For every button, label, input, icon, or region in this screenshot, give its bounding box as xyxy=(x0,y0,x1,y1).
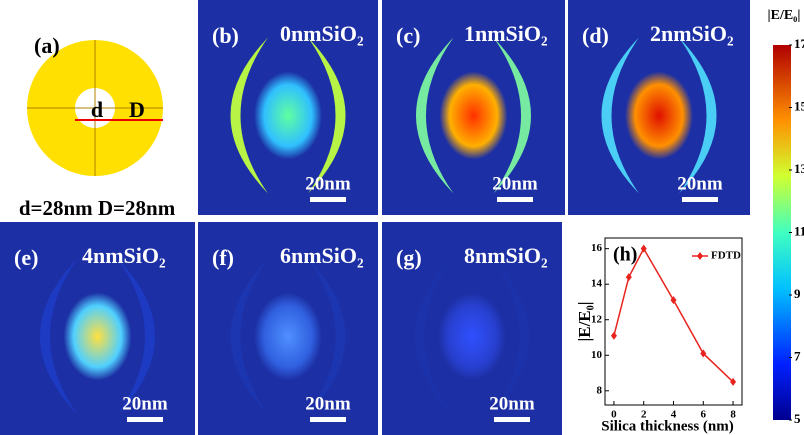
hotspot xyxy=(254,293,322,381)
hotspot xyxy=(254,72,322,160)
panel-title: 2nmSiO₂ xyxy=(650,21,734,46)
hotspot xyxy=(64,293,132,381)
scale-label: 20nm xyxy=(122,393,168,414)
field-map: (f) 6nmSiO₂ 20nm xyxy=(198,222,378,435)
colorbar-tick-label: 11 xyxy=(794,223,804,238)
scale-bar xyxy=(682,197,718,202)
D-label: D xyxy=(129,97,145,122)
colorbar-tick-label: 17 xyxy=(794,36,804,51)
panel-label: (f) xyxy=(212,245,234,270)
scale-label: 20nm xyxy=(489,393,535,414)
colorbar-label: |E/E₀| xyxy=(768,8,801,23)
y-tick-label: 10 xyxy=(591,349,603,361)
field-map: (g) 8nmSiO₂ 20nm xyxy=(382,222,562,435)
colorbar-tick-label: 15 xyxy=(794,98,804,113)
x-axis-label: Silica thickness (nm) xyxy=(601,418,734,434)
panel-title: 8nmSiO₂ xyxy=(464,243,548,268)
scale-bar xyxy=(494,417,530,422)
panel-title: 0nmSiO₂ xyxy=(280,21,364,46)
scale-bar xyxy=(127,417,163,422)
hotspot xyxy=(625,72,693,160)
field-map: (e) 4nmSiO₂ 20nm xyxy=(0,222,195,435)
field-map: (d) 2nmSiO₂ 20nm xyxy=(568,0,750,215)
y-tick-label: 14 xyxy=(591,278,603,290)
legend-label: FDTD xyxy=(711,250,741,262)
panel-title: 4nmSiO₂ xyxy=(82,243,166,268)
panel-label: (a) xyxy=(34,33,60,58)
scale-label: 20nm xyxy=(305,173,351,194)
colorbar-tick-label: 9 xyxy=(794,286,801,301)
panel-title: 1nmSiO₂ xyxy=(464,21,548,46)
field-map: (b) 0nmSiO₂ 20nm xyxy=(198,0,378,215)
schematic: (a) d D d=28nm D=28nm xyxy=(19,33,176,220)
d-label: d xyxy=(91,97,103,122)
colorbar xyxy=(773,45,791,420)
scale-bar xyxy=(497,197,533,202)
panel-label: (d) xyxy=(582,23,609,48)
scale-label: 20nm xyxy=(305,393,351,414)
colorbar-tick-label: 5 xyxy=(794,411,801,426)
scale-label: 20nm xyxy=(677,173,723,194)
y-axis-label: |E/E₀| xyxy=(575,302,594,342)
hotspot xyxy=(440,72,508,160)
y-tick-label: 16 xyxy=(591,242,603,254)
caption: d=28nm D=28nm xyxy=(19,196,176,220)
scale-bar xyxy=(310,197,346,202)
panel-label: (g) xyxy=(396,245,422,270)
panel-label: (b) xyxy=(212,23,239,48)
panel-label: (c) xyxy=(396,23,420,48)
panel-title: 6nmSiO₂ xyxy=(280,243,364,268)
field-map: (c) 1nmSiO₂ 20nm xyxy=(382,0,565,215)
figure: (a) d D d=28nm D=28nm |E/E₀| (b) 0nmSiO₂ 2… xyxy=(0,0,804,435)
chart-title: (h) xyxy=(613,244,637,266)
y-tick-label: 8 xyxy=(597,384,603,396)
colorbar-tick-label: 7 xyxy=(794,348,801,363)
scale-label: 20nm xyxy=(492,173,538,194)
colorbar-tick-label: 13 xyxy=(794,161,804,176)
scale-bar xyxy=(310,417,346,422)
hotspot xyxy=(438,293,506,381)
panel-label: (e) xyxy=(14,245,38,270)
